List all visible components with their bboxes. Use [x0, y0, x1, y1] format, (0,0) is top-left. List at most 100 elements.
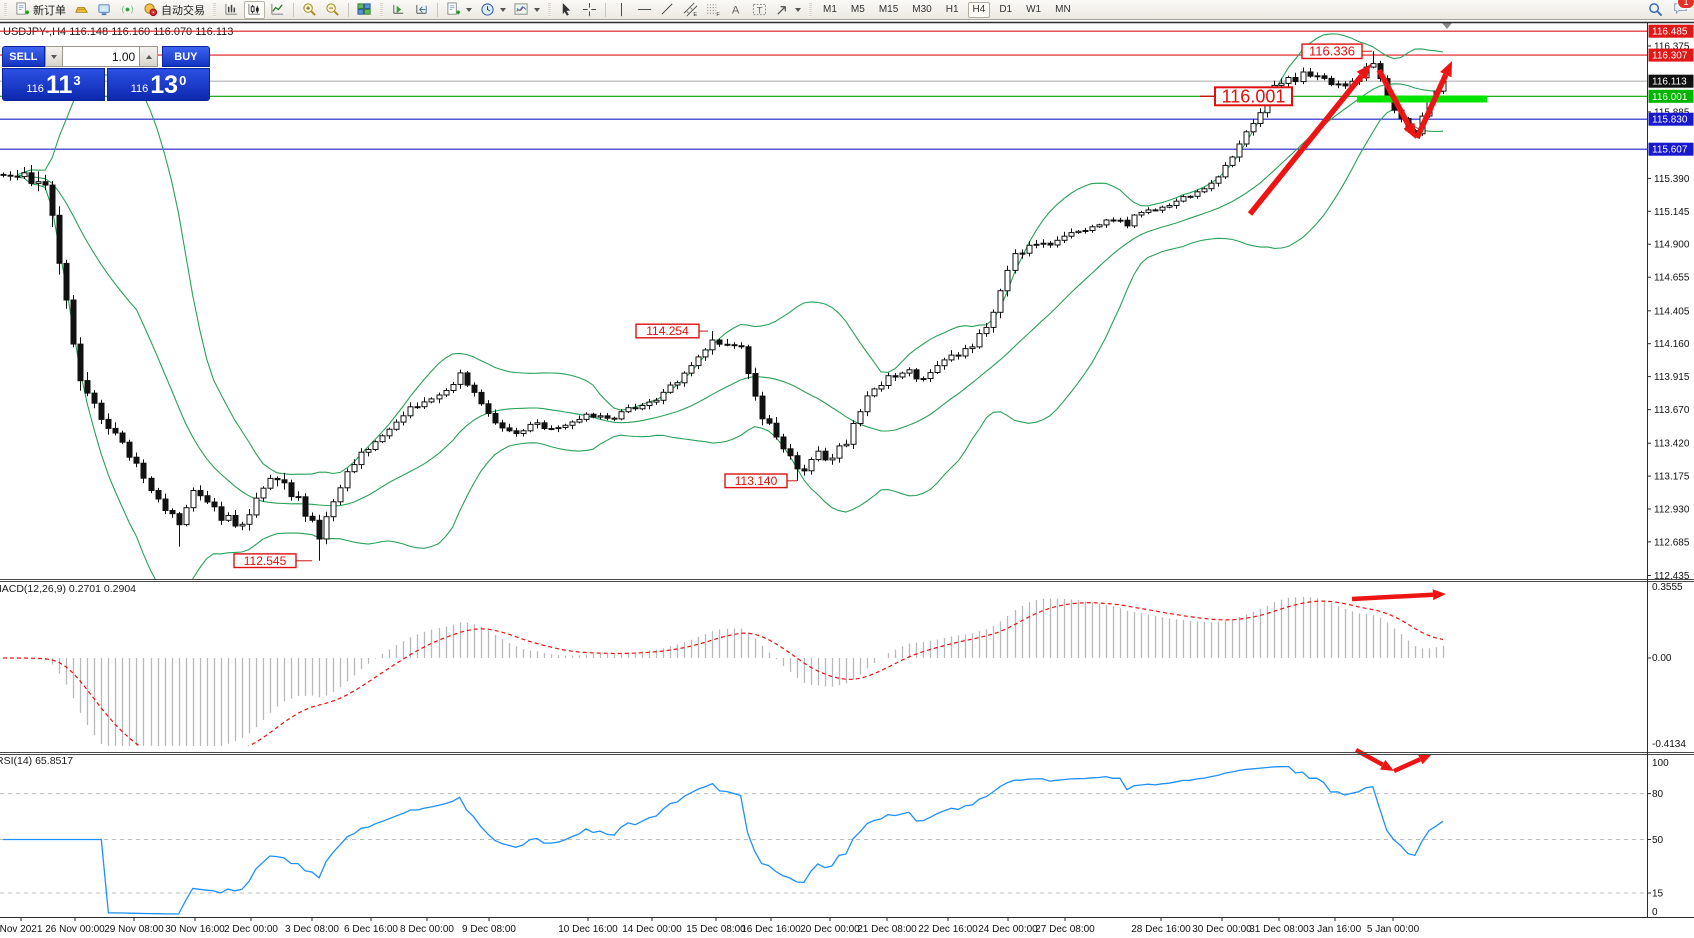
crosshair-button[interactable]: [579, 1, 600, 19]
price-label: [1648, 142, 1694, 156]
trend-arrow[interactable]: [1393, 754, 1432, 774]
line-chart-icon: [270, 2, 285, 17]
price-label: [1648, 24, 1694, 38]
tile-windows-button[interactable]: [354, 1, 375, 19]
price-axis[interactable]: 116.375115.885115.390115.145114.900114.6…: [1647, 24, 1694, 918]
trend-arrow[interactable]: [1351, 589, 1446, 602]
svg-text:30 Dec 00:00: 30 Dec 00:00: [1192, 924, 1252, 935]
zoom-out-button[interactable]: [322, 1, 343, 19]
svg-text:114.900: 114.900: [1654, 240, 1690, 251]
trend-arrow[interactable]: [1354, 748, 1394, 771]
svg-text:6 Dec 16:00: 6 Dec 16:00: [344, 924, 398, 935]
price-tag[interactable]: 112.545: [233, 553, 297, 569]
sell-button[interactable]: SELL: [2, 46, 45, 67]
main-chart-pane[interactable]: [0, 30, 1647, 601]
svg-text:116.375: 116.375: [1654, 42, 1690, 53]
text-button[interactable]: A: [726, 1, 747, 19]
templates-button[interactable]: [443, 1, 475, 19]
volume-decrease-button[interactable]: [44, 46, 64, 67]
auto-trading-button[interactable]: 自动交易: [140, 1, 208, 19]
sell-label: SELL: [9, 50, 38, 63]
zoom-out-icon: [325, 2, 340, 17]
svg-text:T: T: [757, 5, 763, 15]
text-icon: A: [729, 2, 744, 17]
separator: [605, 2, 606, 17]
tf-h4[interactable]: H4: [967, 1, 991, 18]
price-tag[interactable]: 116.001: [1214, 86, 1293, 106]
notifications-button[interactable]: 1: [1673, 0, 1694, 19]
fibonacci-icon: F: [706, 2, 721, 17]
tf-w1[interactable]: W1: [1021, 2, 1046, 18]
arrows-button[interactable]: [772, 1, 804, 19]
tf-h1[interactable]: H1: [941, 2, 964, 18]
svg-text:114.655: 114.655: [1654, 273, 1690, 284]
indicators-button[interactable]: [511, 1, 543, 19]
timeframe-switcher: M1 M5 M15 M30 H1 H4 D1 W1 MN: [816, 1, 1078, 18]
rsi-pane[interactable]: [0, 765, 1647, 915]
fibonacci-button[interactable]: F: [703, 1, 724, 19]
terminal-button[interactable]: [94, 1, 115, 19]
tf-mn[interactable]: MN: [1050, 2, 1076, 18]
svg-text:113.670: 113.670: [1654, 405, 1690, 416]
toolbar-grip[interactable]: [4, 2, 7, 17]
tf-d1[interactable]: D1: [994, 2, 1017, 18]
trend-arrow[interactable]: [1247, 64, 1371, 216]
trend-arrow[interactable]: [1376, 68, 1416, 139]
template-icon: [446, 2, 461, 17]
pane-splitter-macd[interactable]: [0, 579, 1694, 582]
plus-icon: [145, 54, 152, 59]
candles: [0, 51, 1447, 561]
svg-text:113.420: 113.420: [1654, 439, 1690, 450]
chart-symbol-title: USDJPY-,H4 116.148 116.160 116.070 116.1…: [3, 26, 233, 38]
tf-m15[interactable]: M15: [874, 2, 903, 18]
candlestick-chart-button[interactable]: [244, 0, 265, 19]
cursor-button[interactable]: [556, 1, 577, 19]
price-tag[interactable]: 114.254: [635, 323, 700, 339]
ask-pip-digit: 0: [179, 73, 187, 88]
signals-button[interactable]: [117, 1, 138, 19]
svg-text:27 Dec 08:00: 27 Dec 08:00: [1035, 924, 1095, 935]
line-chart-button[interactable]: [267, 1, 288, 19]
svg-text:115.390: 115.390: [1654, 174, 1690, 185]
new-order-button[interactable]: 新订单: [12, 1, 69, 19]
volume-increase-button[interactable]: [139, 46, 158, 67]
trend-arrow[interactable]: [1414, 61, 1452, 140]
ask-price-display[interactable]: 116 13 0: [107, 68, 210, 101]
bar-chart-button[interactable]: [221, 1, 242, 19]
separator: [213, 2, 216, 17]
search-icon[interactable]: [1648, 2, 1663, 17]
period-button[interactable]: [477, 1, 509, 19]
volume-input[interactable]: [63, 46, 140, 67]
svg-text:A: A: [732, 4, 740, 16]
zoom-in-button[interactable]: [299, 1, 320, 19]
bar-chart-icon: [224, 2, 239, 17]
macd-pane[interactable]: [3, 596, 1445, 774]
time-axis[interactable]: Nov 2021 26 Nov 00:00 29 Nov 08:00 30 Nov 1…: [0, 917, 1420, 935]
tf-m1[interactable]: M1: [818, 2, 842, 18]
auto-scroll-button[interactable]: [388, 1, 409, 19]
equidistant-channel-button[interactable]: E: [680, 1, 701, 19]
crosshair-icon: [582, 2, 597, 17]
bollinger-band: [16, 33, 1444, 475]
horizontal-line-button[interactable]: [634, 1, 655, 19]
auto-scroll-icon: [391, 2, 406, 17]
price-tag[interactable]: 116.336: [1301, 43, 1363, 60]
trendline-button[interactable]: [657, 1, 678, 19]
bid-price-display[interactable]: 116 11 3: [2, 68, 105, 101]
vertical-line-button[interactable]: [611, 1, 632, 19]
rsi-line: [3, 765, 1444, 915]
horizontal-line-icon: [637, 2, 652, 17]
pane-splitter-rsi[interactable]: [0, 752, 1694, 755]
tf-m5[interactable]: M5: [846, 2, 870, 18]
price-tag[interactable]: 113.140: [724, 473, 788, 489]
chart-shift-button[interactable]: [411, 1, 432, 19]
tf-m30[interactable]: M30: [907, 2, 936, 18]
text-label-button[interactable]: T: [749, 1, 770, 19]
buy-button[interactable]: BUY: [161, 46, 210, 67]
svg-text:29 Nov 08:00: 29 Nov 08:00: [104, 924, 164, 935]
svg-text:100: 100: [1652, 758, 1669, 769]
text-label-icon: T: [752, 2, 767, 17]
gold-symbol-button[interactable]: [71, 1, 92, 19]
